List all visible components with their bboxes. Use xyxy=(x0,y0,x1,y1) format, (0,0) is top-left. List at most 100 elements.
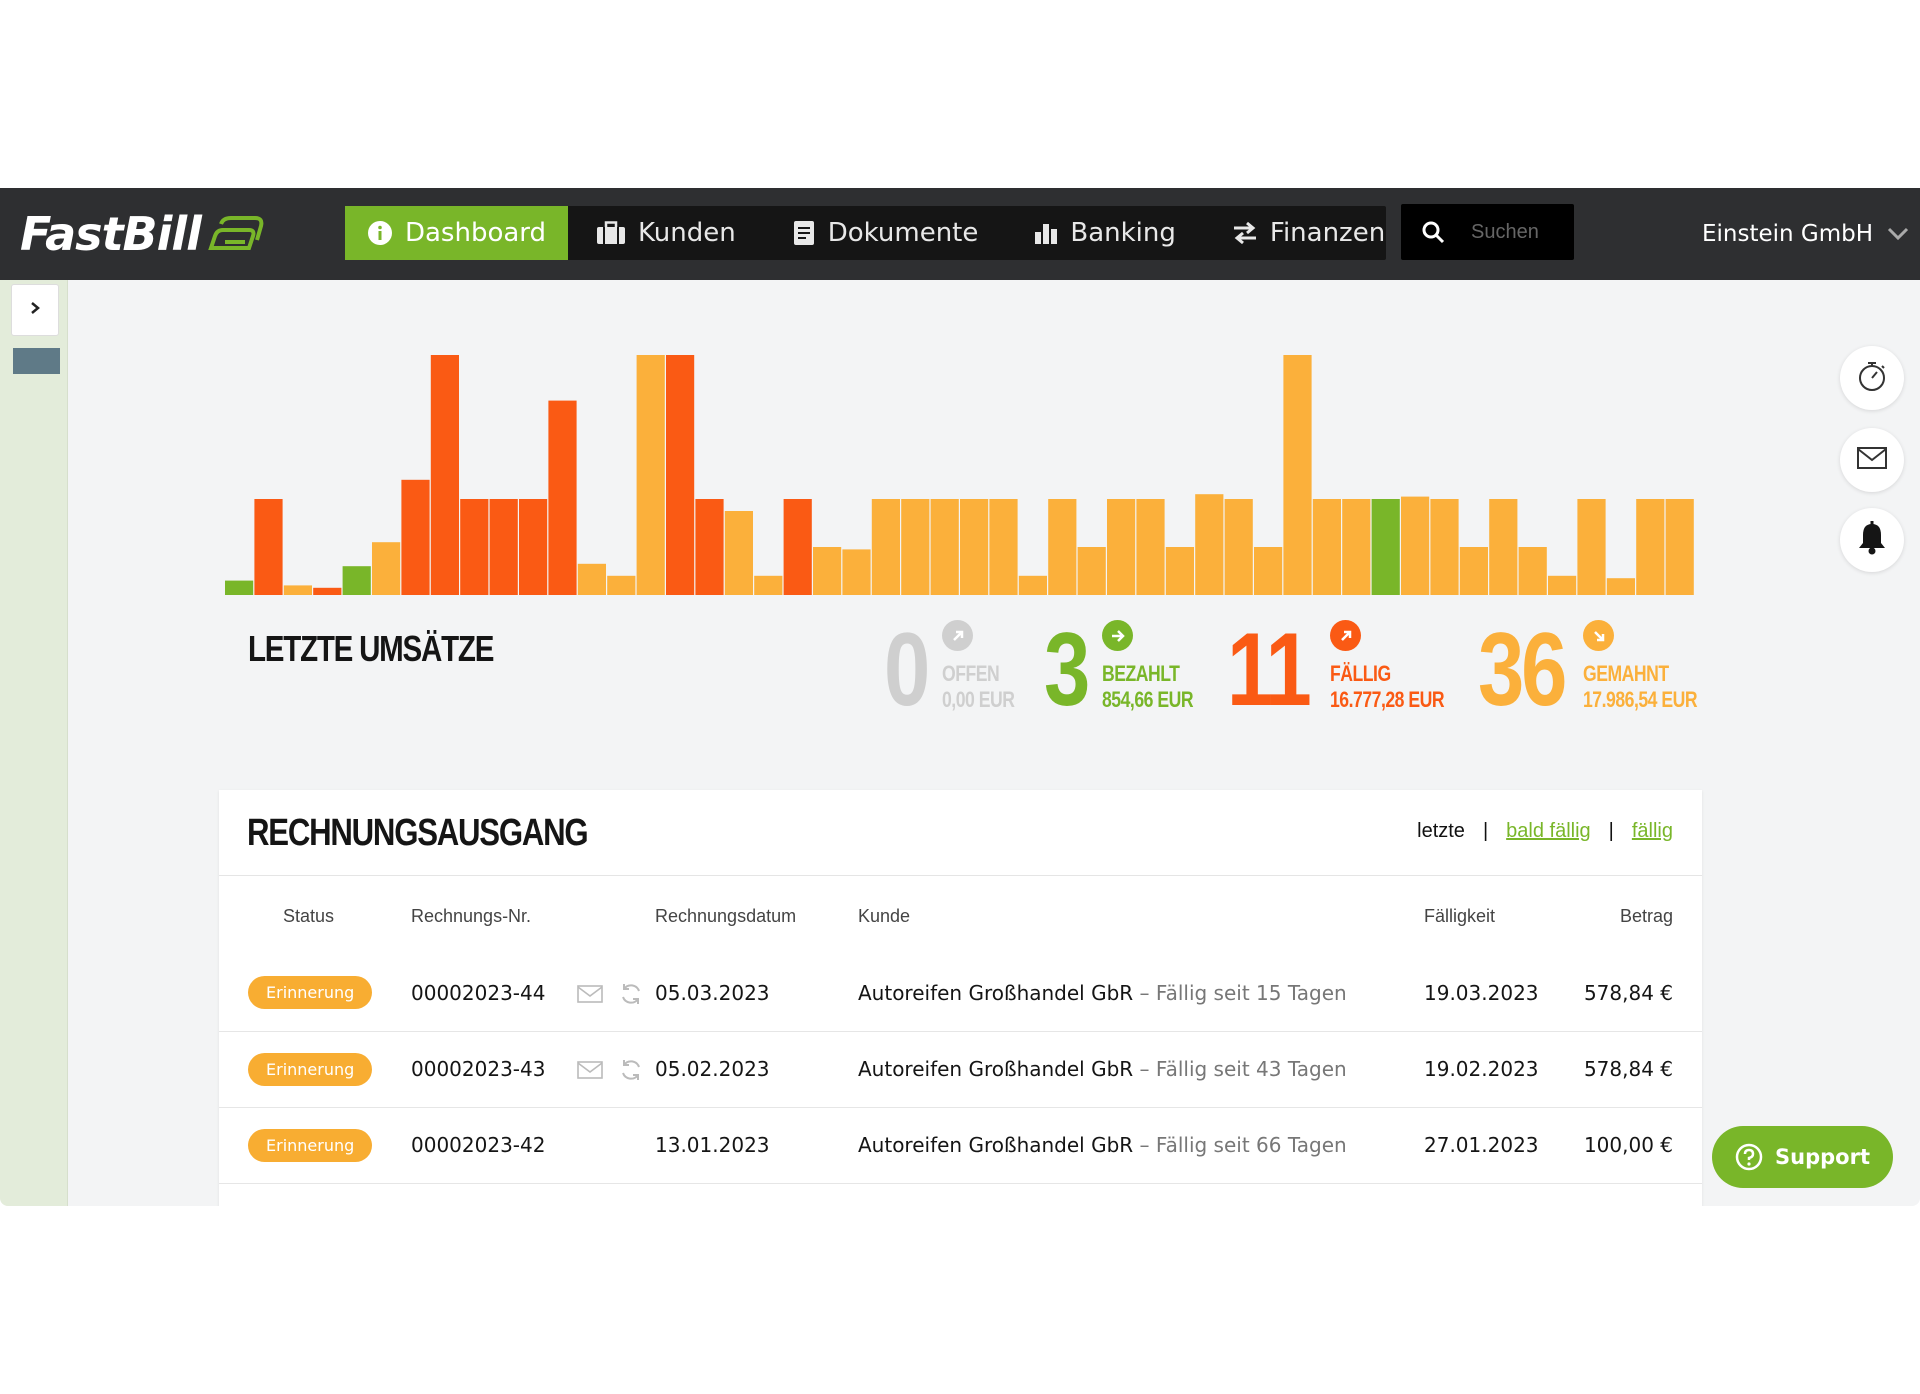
stat-faellig[interactable]: 11 FÄLLIG 16.777,28 EUR xyxy=(1227,618,1445,728)
invoice-amount: 578,84 € xyxy=(1570,1031,1702,1108)
timer-button[interactable] xyxy=(1840,346,1904,410)
chart-bar[interactable] xyxy=(1489,499,1518,595)
chart-bar[interactable] xyxy=(577,563,606,595)
arrow-down-right-icon xyxy=(1583,620,1614,651)
notifications-button[interactable] xyxy=(1840,508,1904,572)
nav-kunden[interactable]: Kunden xyxy=(568,206,764,260)
table-row[interactable]: Erinnerung 00002023-43 05.02.2023 Autore… xyxy=(219,1031,1702,1108)
stat-gemahnt[interactable]: 36 GEMAHNT 17.986,54 EUR xyxy=(1478,618,1698,728)
mail-icon[interactable] xyxy=(577,1060,603,1080)
chart-bar[interactable] xyxy=(372,542,401,595)
col-amount[interactable]: Betrag xyxy=(1619,905,1673,926)
top-bar: FastBill Dashboard Kunden xyxy=(0,188,1920,280)
chart-bar[interactable] xyxy=(283,585,312,595)
filter-bald-faellig[interactable]: bald fällig xyxy=(1506,820,1591,842)
nav-dashboard[interactable]: Dashboard xyxy=(345,206,568,260)
invoice-number: 00002023-43 xyxy=(411,1031,577,1108)
chart-bar[interactable] xyxy=(1254,547,1283,595)
chart-bar[interactable] xyxy=(695,499,724,595)
nav-dokumente[interactable]: Dokumente xyxy=(764,206,1007,260)
status-badge[interactable]: Erinnerung xyxy=(248,976,373,1010)
chart-bar[interactable] xyxy=(1077,547,1106,595)
chart-bar[interactable] xyxy=(342,566,371,595)
chart-bar[interactable] xyxy=(1195,494,1224,595)
nav-banking[interactable]: Banking xyxy=(1006,206,1204,260)
refresh-icon[interactable] xyxy=(619,1058,643,1082)
chart-bar[interactable] xyxy=(960,499,989,595)
chart-bar[interactable] xyxy=(1342,499,1371,595)
chart-bar[interactable] xyxy=(783,499,812,595)
col-customer[interactable]: Kunde xyxy=(858,905,911,926)
fastbill-logo[interactable]: FastBill xyxy=(20,206,265,262)
chart-bar[interactable] xyxy=(666,355,695,595)
chart-bar[interactable] xyxy=(1518,547,1547,595)
chart-bar[interactable] xyxy=(1548,575,1577,595)
status-badge[interactable]: Erinnerung xyxy=(248,1128,373,1162)
table-row[interactable]: Erinnerung 00002023-42 13.01.2023 Autore… xyxy=(219,1107,1702,1184)
chart-bar[interactable] xyxy=(724,511,753,595)
search-icon[interactable] xyxy=(1421,220,1445,244)
chart-bar[interactable] xyxy=(1165,547,1194,595)
col-due[interactable]: Fälligkeit xyxy=(1424,905,1496,926)
stopwatch-icon xyxy=(1857,360,1887,397)
due-note: – Fällig seit 43 Tagen xyxy=(1133,1057,1347,1081)
support-button[interactable]: Support xyxy=(1712,1126,1893,1188)
chart-bar[interactable] xyxy=(1459,547,1488,595)
mail-icon[interactable] xyxy=(577,984,603,1004)
chart-bar[interactable] xyxy=(1665,499,1694,595)
chart-bar[interactable] xyxy=(1018,575,1047,595)
chart-bar[interactable] xyxy=(1136,499,1165,595)
stat-bezahlt[interactable]: 3 BEZAHLT 854,66 EUR xyxy=(1044,618,1194,728)
chart-bar[interactable] xyxy=(1224,499,1253,595)
messages-button[interactable] xyxy=(1840,428,1904,492)
col-date[interactable]: Rechnungsdatum xyxy=(655,905,797,926)
chart-bar[interactable] xyxy=(1048,499,1077,595)
filter-faellig[interactable]: fällig xyxy=(1631,820,1673,842)
col-status[interactable]: Status xyxy=(283,905,335,926)
chart-bar[interactable] xyxy=(1107,499,1136,595)
chart-bar[interactable] xyxy=(1636,499,1665,595)
chart-bar[interactable] xyxy=(401,479,430,595)
invoice-customer[interactable]: Autoreifen Großhandel GbR – Fällig seit … xyxy=(858,1031,1424,1108)
chart-bar[interactable] xyxy=(1577,499,1606,595)
invoice-customer[interactable]: Autoreifen Großhandel GbR – Fällig seit … xyxy=(858,1107,1424,1184)
main-nav: Dashboard Kunden Dokumente Banking xyxy=(345,206,1386,260)
chart-bar[interactable] xyxy=(636,355,665,595)
chart-bar[interactable] xyxy=(225,580,254,595)
stat-offen[interactable]: 0 OFFEN 0,00 EUR xyxy=(884,612,1015,728)
chart-bar[interactable] xyxy=(1283,355,1312,595)
chart-bar[interactable] xyxy=(254,499,283,595)
chart-bar[interactable] xyxy=(813,547,842,595)
chart-bar[interactable] xyxy=(430,355,459,595)
logo-text: FastBill xyxy=(20,207,202,261)
chart-bar[interactable] xyxy=(842,549,871,595)
account-menu[interactable]: Einstein GmbH xyxy=(1702,214,1909,254)
invoice-customer[interactable]: Autoreifen Großhandel GbR – Fällig seit … xyxy=(858,955,1424,1032)
chart-bar[interactable] xyxy=(607,575,636,595)
chart-bar[interactable] xyxy=(1430,499,1459,595)
stat-offen-count: 0 xyxy=(884,612,930,728)
nav-finanzen[interactable]: Finanzen xyxy=(1204,206,1413,260)
chart-bar[interactable] xyxy=(1606,578,1635,595)
chart-bar[interactable] xyxy=(901,499,930,595)
chart-bar[interactable] xyxy=(754,575,783,595)
chart-bar[interactable] xyxy=(519,499,548,595)
status-badge[interactable]: Erinnerung xyxy=(248,1052,373,1086)
chart-bar[interactable] xyxy=(1312,499,1341,595)
sidebar-toggle-button[interactable] xyxy=(11,284,59,336)
refresh-icon[interactable] xyxy=(619,982,643,1006)
table-row[interactable]: Erinnerung 00002023-44 05.03.2023 Autore… xyxy=(219,955,1702,1032)
chart-bar[interactable] xyxy=(1401,496,1430,595)
col-number[interactable]: Rechnungs-Nr. xyxy=(411,905,532,926)
filter-letzte[interactable]: letzte xyxy=(1417,820,1465,842)
chart-bar[interactable] xyxy=(930,499,959,595)
search-input[interactable] xyxy=(1471,220,1571,244)
chart-bar[interactable] xyxy=(871,499,900,595)
chart-bar[interactable] xyxy=(460,499,489,595)
invoices-title: RECHNUNGSAUSGANG xyxy=(247,812,589,854)
chart-bar[interactable] xyxy=(989,499,1018,595)
chart-bar[interactable] xyxy=(1371,499,1400,595)
chart-bar[interactable] xyxy=(548,400,577,595)
chart-bar[interactable] xyxy=(313,587,342,595)
chart-bar[interactable] xyxy=(489,499,518,595)
